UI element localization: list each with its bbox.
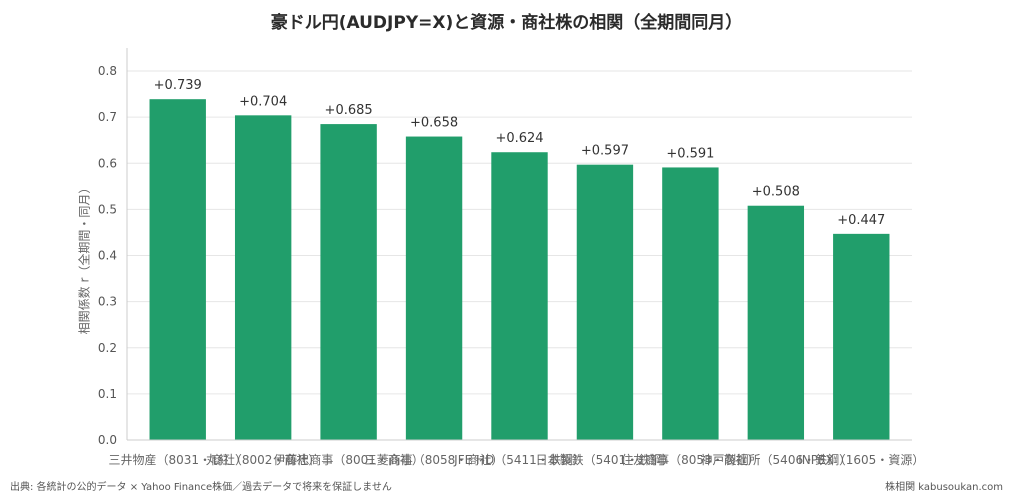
- x-tick-label: JFE HD（5411・鉄鋼）: [453, 452, 585, 467]
- site-brand: 株相関 kabusoukan.com: [885, 482, 1003, 493]
- bar: [149, 99, 206, 441]
- bar: [320, 124, 377, 440]
- y-tick-label: 0.8: [98, 64, 117, 78]
- x-tick-label: 三井物産（8031・商社）: [108, 452, 247, 467]
- y-tick-label: 0.3: [98, 295, 117, 309]
- bar: [491, 152, 548, 440]
- x-tick-label: 日本製鉄（5401・鉄鋼）: [536, 452, 675, 467]
- axes: 0.0 0.1 0.2 0.3 0.4 0.5 0.6 0.7 0.8 三井物産（8031・商社）…: [98, 48, 924, 467]
- bars: [149, 99, 890, 441]
- bar: [405, 136, 463, 440]
- x-tick-label: INPEX（1605・資源）: [798, 453, 924, 467]
- bar-value-label: +0.597: [581, 144, 629, 159]
- y-tick-label: 0.1: [98, 387, 117, 401]
- y-tick-label: 0.0: [98, 433, 117, 447]
- y-tick-label: 0.4: [98, 249, 117, 263]
- chart-title: 豪ドル円(AUDJPY=X)と資源・商社株の相関（全期間同月）: [270, 13, 743, 33]
- bar: [747, 205, 805, 440]
- bar: [576, 164, 634, 440]
- bar: [662, 167, 719, 440]
- x-tick-label: 神戸製鋼所（5406・鉄鋼）: [701, 452, 852, 467]
- bar: [833, 233, 890, 440]
- bar-value-label: +0.704: [239, 94, 287, 109]
- bar-value-label: +0.591: [666, 146, 714, 161]
- y-tick-label: 0.5: [98, 202, 117, 216]
- bar-value-label: +0.739: [154, 78, 202, 93]
- x-tick-label: 住友商事（8053・商社）: [621, 452, 760, 467]
- y-tick-label: 0.2: [98, 341, 117, 355]
- x-tick-label: 三菱商事（8058・商社）: [365, 452, 504, 467]
- value-labels: +0.739 +0.704 +0.685 +0.658 +0.624 +0.597 +0.5…: [154, 78, 886, 228]
- bar-value-label: +0.685: [325, 103, 373, 118]
- source-note: 出典: 各統計の公的データ × Yahoo Finance株価／過去データで将来…: [10, 482, 392, 493]
- bar: [234, 115, 292, 441]
- x-tick-label: 丸紅（8002・商社）: [206, 452, 321, 467]
- y-tick-label: 0.6: [98, 156, 117, 170]
- x-tick-label: 伊藤忠商事（8001・商社）: [273, 452, 424, 467]
- bar-value-label: +0.508: [752, 185, 800, 200]
- bar-value-label: +0.658: [410, 116, 458, 131]
- y-tick-label: 0.7: [98, 110, 117, 124]
- bar-value-label: +0.624: [495, 131, 543, 146]
- bar-value-label: +0.447: [837, 213, 885, 228]
